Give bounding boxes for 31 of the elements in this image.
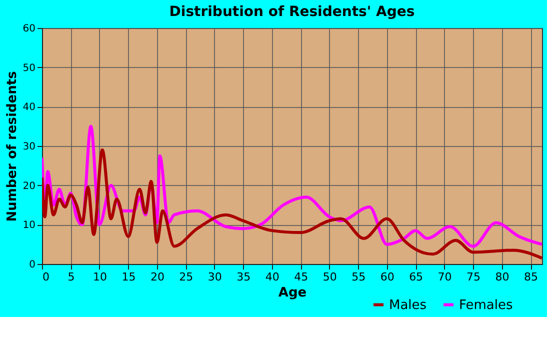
y-tick-label: 0	[29, 260, 36, 270]
legend-label: Females	[459, 298, 514, 313]
y-tick-label: 50	[22, 62, 36, 74]
x-tick-label: 55	[352, 270, 366, 284]
x-tick-label: 40	[265, 270, 280, 284]
y-tick-label: 60	[22, 24, 36, 34]
x-tick-label: 70	[438, 270, 452, 284]
x-tick-label: 5	[68, 270, 75, 284]
x-tick-label: 30	[208, 270, 222, 284]
x-tick-label: 20	[150, 270, 164, 284]
y-tick-label: 40	[22, 102, 36, 114]
y-tick-label: 30	[22, 142, 36, 152]
x-tick-label: 10	[92, 270, 107, 284]
x-tick-label: 85	[524, 270, 538, 284]
chart-title: Distribution of Residents' Ages	[169, 4, 415, 20]
legend-label: Males	[389, 298, 427, 313]
x-tick-label: 35	[236, 270, 251, 284]
x-tick-label: 15	[122, 270, 136, 284]
x-tick-label: 0	[42, 270, 50, 284]
x-tick-label: 80	[495, 270, 510, 284]
y-axis-title: Number of residents	[4, 70, 20, 222]
x-tick-label: 75	[466, 270, 481, 284]
x-axis-title: Age	[278, 286, 307, 300]
x-tick-label: 50	[322, 270, 337, 284]
y-tick-label: 10	[22, 220, 36, 232]
x-tick-label: 65	[409, 270, 424, 284]
x-tick-label: 45	[294, 270, 308, 284]
x-tick-label: 25	[179, 270, 194, 284]
y-tick-label: 20	[22, 180, 36, 192]
line-series	[42, 148, 542, 260]
x-tick-label: 60	[380, 270, 394, 284]
